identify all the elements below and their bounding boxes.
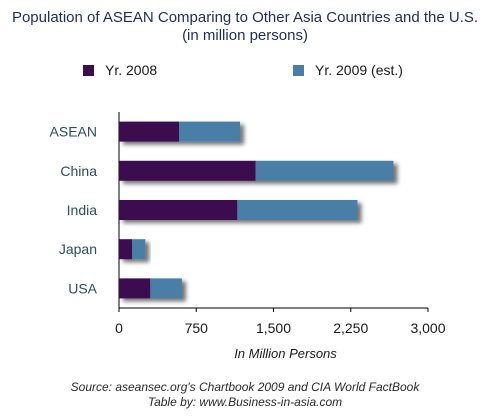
bar-china-yr-2008 [119, 160, 256, 181]
legend-label-2008: Yr. 2008 [105, 62, 158, 78]
legend-label-2009: Yr. 2009 (est.) [315, 62, 403, 78]
bar-china-yr-2009-est [255, 160, 394, 181]
bar-group-india [119, 200, 358, 220]
x-tick-label: 2,250 [333, 320, 368, 336]
x-tick-label: 750 [185, 320, 209, 336]
bar-group-japan [119, 239, 146, 260]
chart-subtitle: (in million persons) [182, 27, 308, 44]
chart-title: Population of ASEAN Comparing to Other A… [11, 9, 479, 26]
x-tick-label: 0 [115, 320, 123, 336]
category-label-china: China [60, 163, 97, 179]
category-label-asean: ASEAN [50, 124, 97, 140]
bar-japan-yr-2008 [119, 239, 133, 260]
legend-swatch-2008 [83, 64, 94, 76]
bar-india-yr-2009-est [237, 200, 358, 220]
credit-note: Table by: www.Business-in-asia.com [147, 395, 343, 409]
bar-group-asean [119, 121, 241, 142]
category-label-india: India [67, 202, 98, 218]
bar-group-china [119, 160, 394, 181]
bar-asean-yr-2008 [119, 121, 180, 142]
x-axis-title: In Million Persons [234, 346, 337, 361]
bar-asean-yr-2009-est [179, 121, 241, 142]
bar-usa-yr-2008 [119, 278, 151, 299]
x-tick-label: 3,000 [410, 320, 445, 336]
category-label-japan: Japan [59, 241, 97, 257]
legend-swatch-2009 [293, 64, 304, 76]
bar-usa-yr-2009-est [150, 278, 182, 299]
bar-japan-yr-2009-est [132, 239, 146, 260]
x-tick-label: 1,500 [256, 320, 291, 336]
bar-india-yr-2008 [119, 200, 238, 220]
category-label-usa: USA [68, 280, 97, 296]
bar-group-usa [119, 278, 182, 299]
legend-item-2009: Yr. 2009 (est.) [293, 62, 403, 78]
legend-item-2008: Yr. 2008 [83, 62, 157, 78]
source-note: Source: aseansec.org's Chartbook 2009 an… [70, 380, 420, 394]
